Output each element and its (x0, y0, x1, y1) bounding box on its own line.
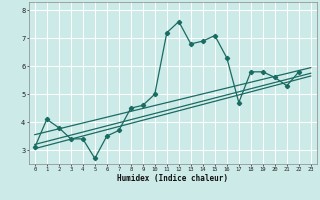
X-axis label: Humidex (Indice chaleur): Humidex (Indice chaleur) (117, 174, 228, 183)
